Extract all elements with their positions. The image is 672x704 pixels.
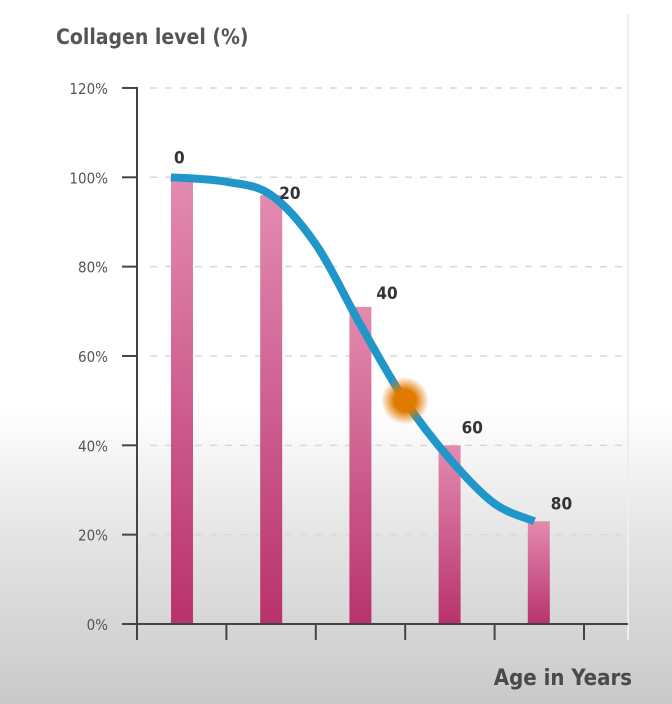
data-label-age-0: 0 bbox=[174, 148, 185, 168]
y-tick-label: 120% bbox=[69, 80, 108, 98]
data-label-age-80: 80 bbox=[551, 494, 572, 514]
y-tick-label: 80% bbox=[78, 259, 108, 277]
data-label-age-20: 20 bbox=[279, 184, 300, 204]
y-tick-label: 40% bbox=[78, 437, 108, 455]
y-tick-label: 100% bbox=[69, 169, 108, 187]
bar-age-0 bbox=[171, 177, 193, 625]
collagen-trend-line bbox=[170, 173, 536, 525]
bar-age-60 bbox=[438, 445, 461, 624]
y-axis-title: Collagen level (%) bbox=[56, 25, 249, 49]
y-tick-label: 60% bbox=[78, 348, 108, 366]
bar-age-20 bbox=[260, 195, 283, 624]
data-label-age-40: 40 bbox=[376, 284, 397, 304]
x-axis-title: Age in Years bbox=[494, 666, 632, 691]
bar-age-80 bbox=[527, 521, 550, 624]
highlight-dot bbox=[381, 376, 429, 425]
bar-age-40 bbox=[349, 306, 372, 624]
y-tick-label: 20% bbox=[78, 527, 108, 545]
data-label-age-60: 60 bbox=[462, 418, 483, 438]
y-tick-label: 0% bbox=[87, 616, 109, 634]
